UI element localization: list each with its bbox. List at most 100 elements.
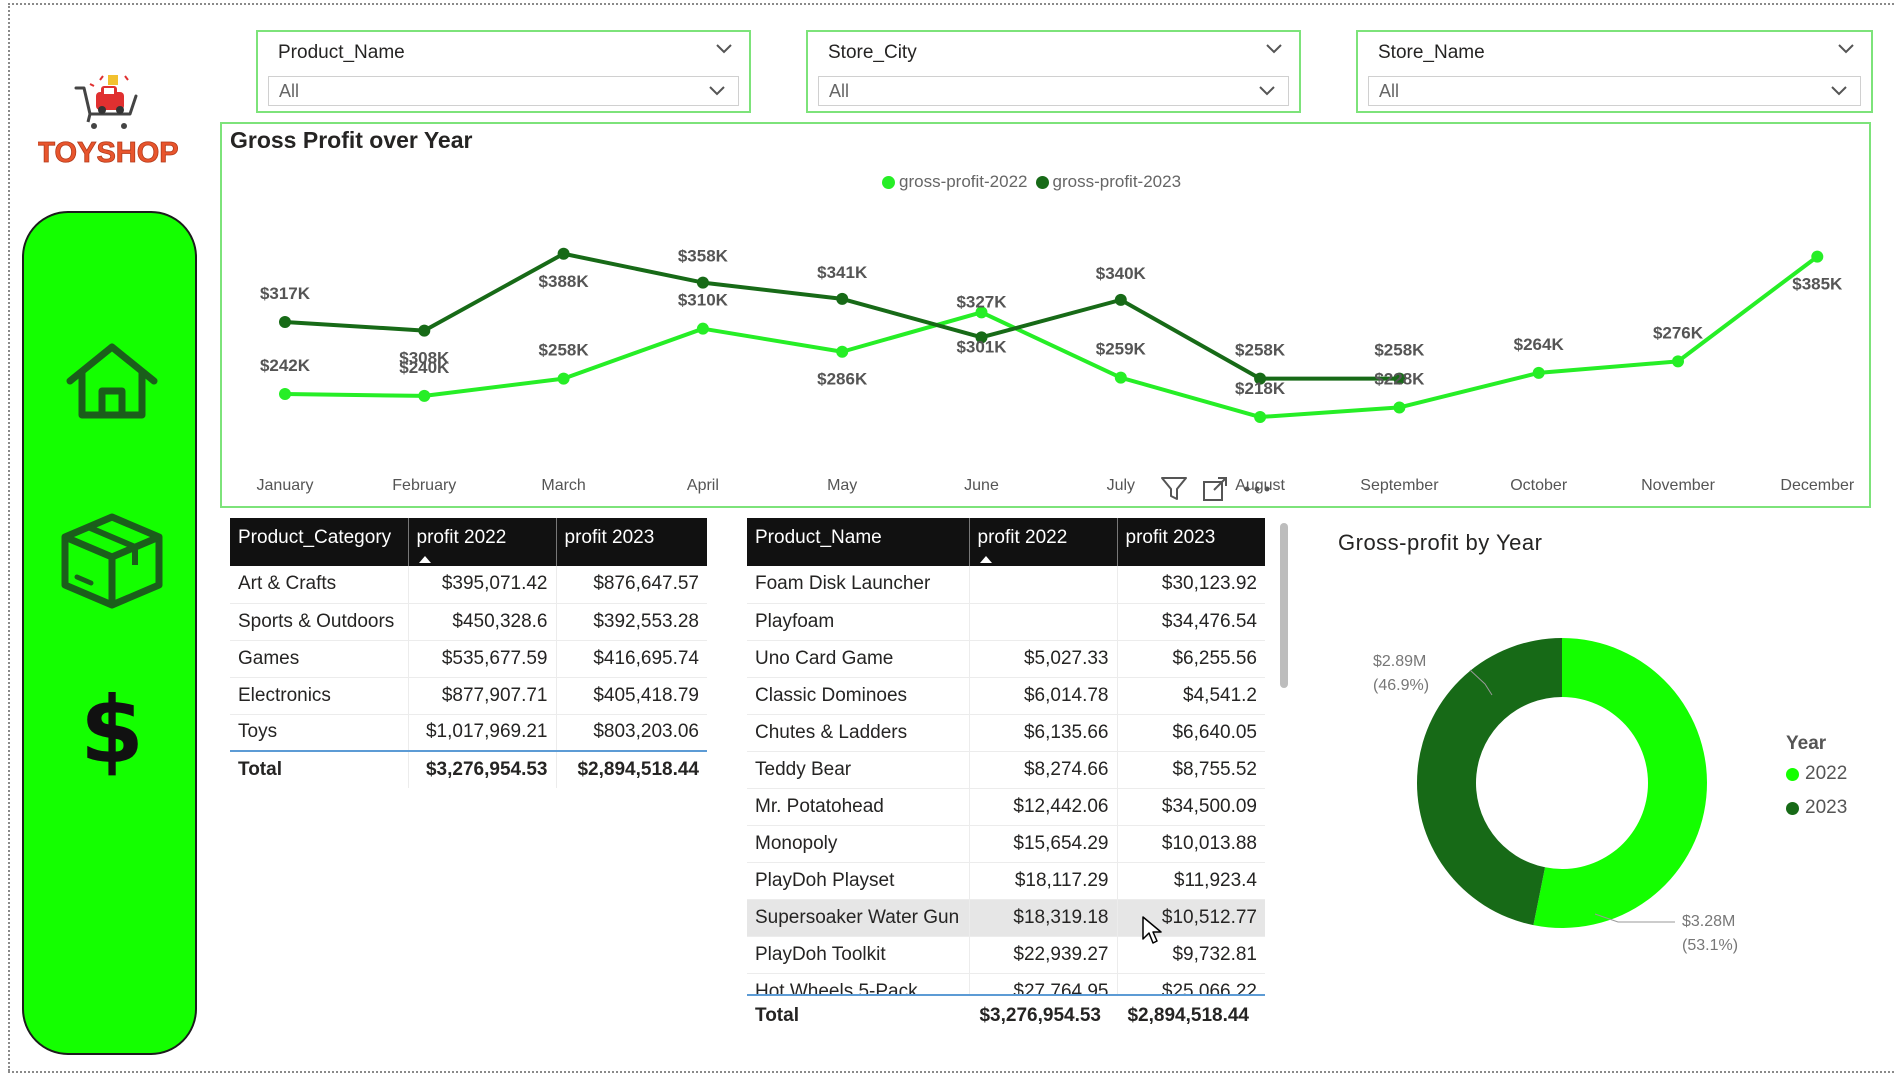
chevron-down-icon[interactable]: [1265, 43, 1283, 55]
series-line-2022[interactable]: [284, 255, 1819, 420]
slicer-product-name[interactable]: Product_Name All: [256, 30, 751, 113]
x-tick-label: April: [687, 477, 719, 494]
column-header-profit-2022[interactable]: profit 2022: [969, 518, 1118, 566]
focus-mode-icon[interactable]: [1202, 476, 1228, 502]
nav-home[interactable]: [24, 341, 199, 421]
legend-label: gross-profit-2023: [1052, 172, 1182, 191]
table-row[interactable]: Foam Disk Launcher $30,123.92: [747, 566, 1265, 604]
slice-percent-label: (46.9%): [1373, 677, 1429, 694]
cart-icon: [74, 75, 138, 129]
gross-profit-donut-chart[interactable]: $3.28M (53.1%) $2.89M (46.9%): [1340, 600, 1860, 1040]
nav-sales[interactable]: $: [24, 678, 199, 778]
data-label: $218K: [1235, 379, 1286, 398]
filter-icon[interactable]: [1160, 476, 1188, 502]
nav-products[interactable]: [24, 511, 199, 611]
product-profit-table-container[interactable]: Product_Name profit 2022 profit 2023 Foa…: [745, 518, 1295, 1038]
table-row[interactable]: Sports & Outdoors $450,328.6 $392,553.28: [230, 603, 707, 641]
slicer-dropdown[interactable]: All: [268, 76, 739, 106]
data-point[interactable]: [1532, 366, 1545, 379]
product-profit-table[interactable]: Product_Name profit 2022 profit 2023 Foa…: [747, 518, 1265, 1011]
table-row[interactable]: Games $535,677.59 $416,695.74: [230, 640, 707, 678]
data-point[interactable]: [418, 389, 431, 402]
product-table-scrollbar[interactable]: [1280, 523, 1288, 688]
table-row[interactable]: Classic Dominoes $6,014.78 $4,541.2: [747, 677, 1265, 715]
table-row[interactable]: PlayDoh Toolkit $22,939.27 $9,732.81: [747, 936, 1265, 974]
data-point[interactable]: [1254, 372, 1267, 385]
header-label: Product_Category: [238, 527, 392, 548]
data-point[interactable]: [696, 322, 709, 335]
donut-slice-2022[interactable]: [1533, 638, 1707, 928]
cell-profit-2023: $10,512.77: [1117, 899, 1265, 937]
legend-item-2023[interactable]: 2023: [1786, 797, 1847, 819]
mouse-cursor-icon: [1142, 916, 1162, 944]
data-point[interactable]: [1114, 371, 1127, 384]
more-options-icon[interactable]: [1242, 484, 1272, 494]
category-profit-table[interactable]: Product_Category profit 2022 profit 2023…: [230, 518, 707, 788]
column-header-profit-2022[interactable]: profit 2022: [408, 518, 557, 566]
cell-name: Uno Card Game: [747, 640, 970, 678]
data-point[interactable]: [1114, 293, 1127, 306]
leader-line: [1469, 669, 1493, 696]
table-row[interactable]: PlayDoh Playset $18,117.29 $11,923.4: [747, 862, 1265, 900]
data-point[interactable]: [557, 247, 570, 260]
cell-name: Electronics: [230, 677, 409, 715]
data-point[interactable]: [279, 315, 291, 328]
slicer-store-city[interactable]: Store_City All: [806, 30, 1301, 113]
chevron-down-icon: [1831, 86, 1847, 96]
table-row[interactable]: Art & Crafts $395,071.42 $876,647.57: [230, 566, 707, 604]
data-point[interactable]: [1393, 401, 1406, 414]
data-point[interactable]: [975, 306, 988, 319]
table-row[interactable]: Uno Card Game $5,027.33 $6,255.56: [747, 640, 1265, 678]
data-point[interactable]: [696, 276, 709, 289]
data-point[interactable]: [557, 372, 570, 385]
table-row[interactable]: Playfoam $34,476.54: [747, 603, 1265, 641]
table-row[interactable]: Toys $1,017,969.21 $803,203.06: [230, 714, 707, 752]
data-point[interactable]: [1672, 355, 1684, 368]
data-point[interactable]: [418, 324, 431, 337]
cell-profit-2022: $6,135.66: [969, 714, 1118, 752]
chevron-down-icon[interactable]: [1837, 43, 1855, 55]
table-row[interactable]: Chutes & Ladders $6,135.66 $6,640.05: [747, 714, 1265, 752]
x-tick-label: March: [541, 477, 585, 494]
data-point[interactable]: [1254, 411, 1267, 424]
data-label: $258K: [1374, 341, 1425, 360]
data-point[interactable]: [975, 331, 988, 344]
table-row[interactable]: Teddy Bear $8,274.66 $8,755.52: [747, 751, 1265, 789]
column-header-product-name[interactable]: Product_Name: [747, 518, 970, 566]
cell-profit-2023: $34,500.09: [1117, 788, 1265, 826]
header-label: profit 2023: [1125, 527, 1216, 548]
cell-profit-2022: $18,117.29: [969, 862, 1118, 900]
svg-text:$: $: [79, 678, 143, 778]
data-point[interactable]: [836, 345, 849, 358]
slicer-dropdown[interactable]: All: [1368, 76, 1861, 106]
cell-name: PlayDoh Playset: [747, 862, 970, 900]
table-row[interactable]: Supersoaker Water Gun $18,319.18 $10,512.7…: [747, 899, 1265, 937]
donut-slice-2023[interactable]: [1416, 638, 1562, 926]
data-point[interactable]: [836, 292, 849, 305]
data-label: $341K: [817, 263, 868, 282]
column-header-category[interactable]: Product_Category: [230, 518, 409, 566]
x-tick-label: December: [1780, 477, 1854, 494]
legend-item-2022[interactable]: gross-profit-2022: [882, 172, 1028, 192]
table-row[interactable]: Mr. Potatohead $12,442.06 $34,500.09: [747, 788, 1265, 826]
cell-name: Foam Disk Launcher: [747, 566, 970, 604]
x-tick-label: June: [964, 477, 999, 494]
data-point[interactable]: [1811, 250, 1824, 263]
slicer-store-name[interactable]: Store_Name All: [1356, 30, 1873, 113]
column-header-profit-2023[interactable]: profit 2023: [556, 518, 707, 566]
gross-profit-line-chart[interactable]: Gross Profit over Year gross-profit-2022…: [220, 122, 1871, 508]
cell-name: Supersoaker Water Gun: [747, 899, 970, 937]
column-header-profit-2023[interactable]: profit 2023: [1117, 518, 1265, 566]
legend-item-2022[interactable]: 2022: [1786, 763, 1847, 785]
cell-profit-2023: $4,541.2: [1117, 677, 1265, 715]
data-point[interactable]: [1393, 372, 1406, 385]
data-point[interactable]: [279, 388, 291, 400]
data-label: $310K: [678, 291, 729, 310]
slicer-dropdown[interactable]: All: [818, 76, 1289, 106]
x-tick-label: May: [827, 477, 857, 494]
header-label: profit 2023: [564, 527, 655, 548]
legend-item-2023[interactable]: gross-profit-2023: [1035, 172, 1182, 192]
chevron-down-icon[interactable]: [715, 43, 733, 55]
table-row[interactable]: Electronics $877,907.71 $405,418.79: [230, 677, 707, 715]
table-row[interactable]: Monopoly $15,654.29 $10,013.88: [747, 825, 1265, 863]
